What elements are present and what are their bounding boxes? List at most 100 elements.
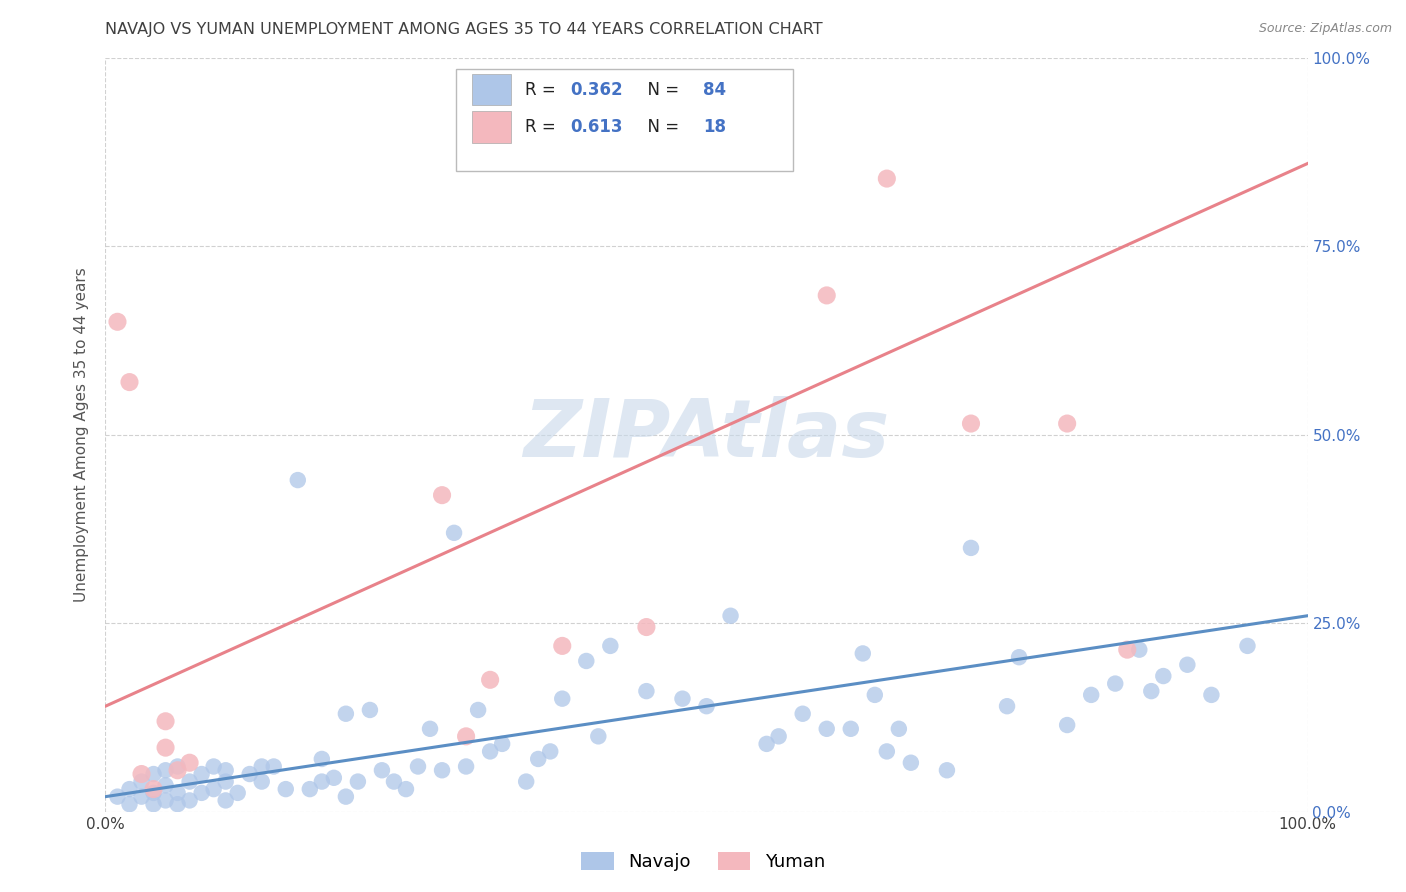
Point: [202, 759, 225, 773]
Point: [1140, 684, 1163, 698]
Point: [887, 722, 910, 736]
Point: [190, 767, 212, 781]
Text: 0.613: 0.613: [571, 119, 623, 136]
Point: [1080, 688, 1102, 702]
Point: [155, 714, 177, 729]
Point: [142, 786, 165, 800]
Point: [179, 756, 201, 770]
Point: [588, 730, 610, 744]
Point: [636, 620, 658, 634]
Point: [960, 541, 983, 555]
Point: [118, 782, 141, 797]
Text: R =: R =: [524, 80, 561, 99]
Point: [1236, 639, 1258, 653]
Text: 0.362: 0.362: [571, 80, 623, 99]
Point: [250, 774, 273, 789]
Point: [454, 759, 477, 773]
Point: [1152, 669, 1174, 683]
Point: [107, 315, 129, 329]
Point: [599, 639, 621, 653]
Point: [142, 797, 165, 812]
Point: [190, 786, 212, 800]
Point: [179, 774, 201, 789]
Text: NAVAJO VS YUMAN UNEMPLOYMENT AMONG AGES 35 TO 44 YEARS CORRELATION CHART: NAVAJO VS YUMAN UNEMPLOYMENT AMONG AGES …: [105, 22, 823, 37]
Point: [443, 525, 465, 540]
Point: [287, 473, 309, 487]
Point: [274, 782, 297, 797]
Point: [179, 793, 201, 807]
Point: [298, 782, 321, 797]
Point: [720, 608, 742, 623]
Point: [166, 786, 188, 800]
FancyBboxPatch shape: [457, 70, 793, 171]
Point: [876, 744, 898, 758]
Point: [1008, 650, 1031, 665]
Point: [551, 639, 574, 653]
Point: [1104, 676, 1126, 690]
Point: [347, 774, 370, 789]
Point: [852, 647, 875, 661]
Text: Source: ZipAtlas.com: Source: ZipAtlas.com: [1258, 22, 1392, 36]
Point: [359, 703, 381, 717]
Point: [226, 786, 249, 800]
Point: [155, 740, 177, 755]
Text: N =: N =: [637, 119, 685, 136]
Point: [430, 488, 453, 502]
Point: [155, 764, 177, 778]
Point: [876, 171, 898, 186]
Point: [155, 778, 177, 792]
Text: ZIPAtlas: ZIPAtlas: [523, 396, 890, 474]
Point: [1175, 657, 1198, 672]
Point: [960, 417, 983, 431]
Point: [107, 789, 129, 804]
Point: [671, 691, 693, 706]
Point: [311, 752, 333, 766]
Point: [142, 782, 165, 797]
Legend: Navajo, Yuman: Navajo, Yuman: [574, 846, 832, 879]
Point: [636, 684, 658, 698]
Point: [166, 797, 188, 812]
Point: [382, 774, 405, 789]
Point: [815, 722, 838, 736]
Bar: [472, 112, 510, 143]
Point: [335, 706, 357, 721]
Point: [406, 759, 429, 773]
Point: [142, 767, 165, 781]
Point: [479, 744, 502, 758]
Point: [538, 744, 561, 758]
Point: [1056, 718, 1078, 732]
Point: [131, 774, 153, 789]
Point: [214, 774, 236, 789]
Point: [527, 752, 550, 766]
Point: [166, 764, 188, 778]
Point: [1116, 642, 1139, 657]
Point: [839, 722, 862, 736]
Point: [995, 699, 1018, 714]
Point: [250, 759, 273, 773]
Y-axis label: Unemployment Among Ages 35 to 44 years: Unemployment Among Ages 35 to 44 years: [75, 268, 90, 602]
Point: [551, 691, 574, 706]
Text: R =: R =: [524, 119, 561, 136]
Point: [131, 789, 153, 804]
Point: [322, 771, 344, 785]
Point: [202, 782, 225, 797]
Bar: [472, 74, 510, 105]
Point: [1201, 688, 1223, 702]
Point: [768, 730, 790, 744]
Text: N =: N =: [637, 80, 685, 99]
Text: 18: 18: [703, 119, 725, 136]
Point: [395, 782, 418, 797]
Point: [479, 673, 502, 687]
Point: [575, 654, 598, 668]
Point: [815, 288, 838, 302]
Point: [335, 789, 357, 804]
Text: 84: 84: [703, 80, 725, 99]
Point: [467, 703, 489, 717]
Point: [214, 764, 236, 778]
Point: [419, 722, 441, 736]
Point: [936, 764, 959, 778]
Point: [792, 706, 814, 721]
Point: [454, 730, 477, 744]
Point: [131, 767, 153, 781]
Point: [491, 737, 513, 751]
